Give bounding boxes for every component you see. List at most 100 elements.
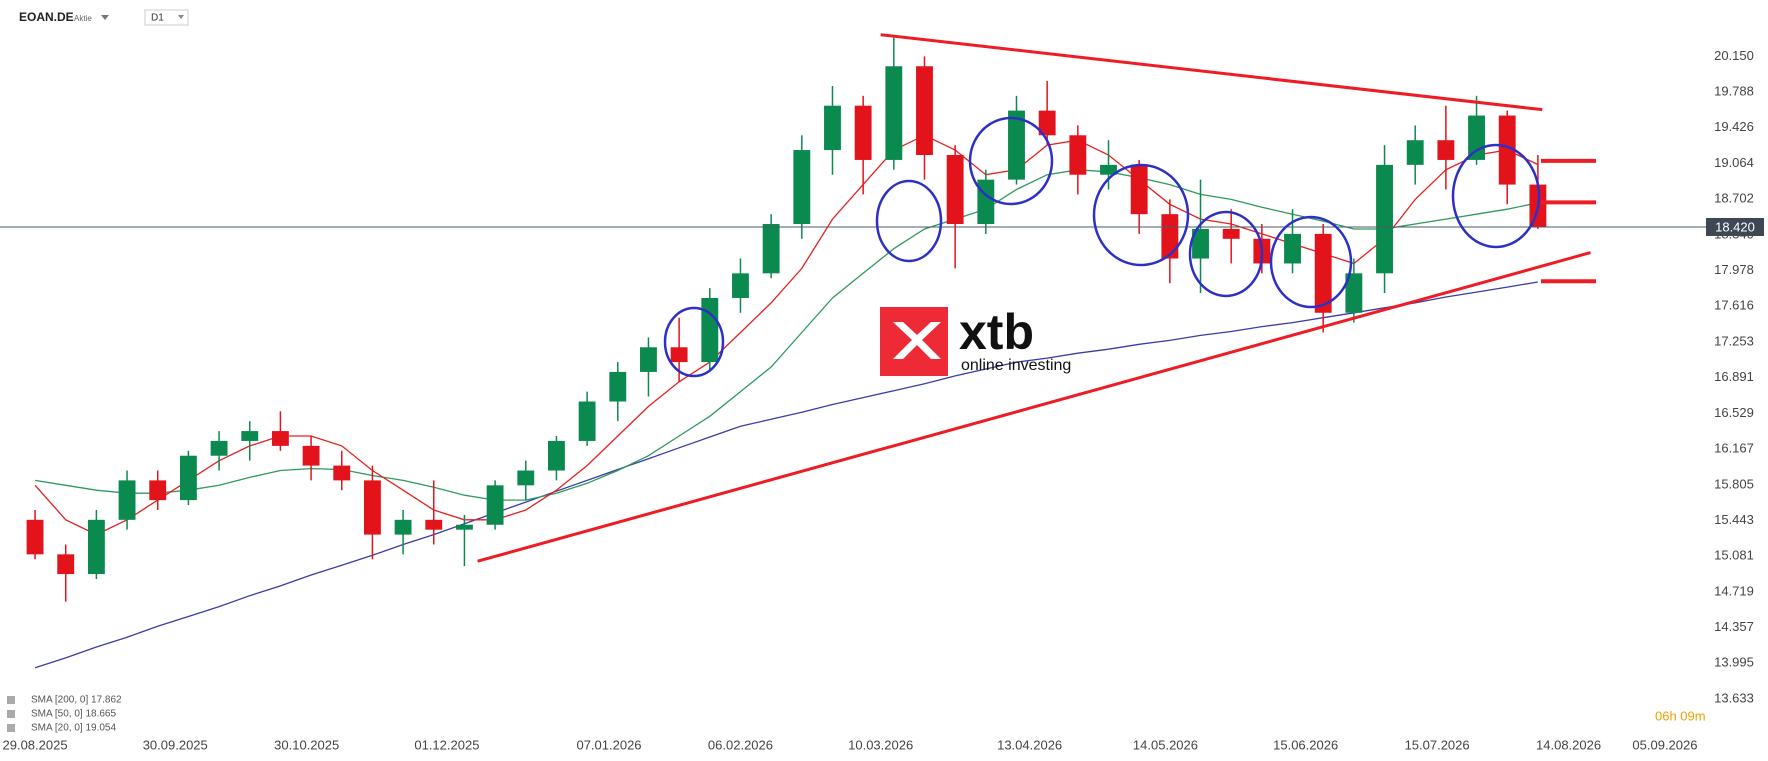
candle-body <box>1192 228 1209 259</box>
candle-body <box>824 105 841 151</box>
circle <box>1451 143 1541 249</box>
candle-body <box>1284 233 1301 264</box>
candle-body <box>885 66 903 160</box>
y-tick-label: 19.064 <box>1714 155 1754 170</box>
interval: D1 <box>151 13 164 24</box>
candle-body <box>548 440 565 471</box>
last-price-tag <box>1706 217 1764 236</box>
candle-body <box>1376 164 1393 274</box>
y-tick-label: 14.719 <box>1714 583 1754 598</box>
y-tick-label: 19.788 <box>1714 84 1754 99</box>
y-tick-label: 13.995 <box>1714 655 1754 670</box>
logo: xtb online investing <box>880 304 1071 376</box>
legend-icon <box>7 696 15 704</box>
trend-line <box>477 251 1591 563</box>
x-tick-label: 14.05.2026 <box>1133 737 1198 752</box>
candle-body <box>732 273 749 298</box>
candle-body <box>1161 214 1179 259</box>
x-tick-label: 30.09.2025 <box>143 737 208 752</box>
legend-entry: SMA [50, 0] 18.665 <box>31 709 116 720</box>
sma-line <box>34 281 1539 669</box>
candle-body <box>57 554 75 575</box>
x-tick-label: 15.06.2026 <box>1273 737 1338 752</box>
circle <box>968 116 1054 206</box>
candle-body <box>271 431 289 446</box>
symbol: EOAN.DE <box>19 10 74 24</box>
y-tick-label: 17.253 <box>1714 333 1754 348</box>
candle-body <box>425 519 443 530</box>
candle-body <box>302 445 320 466</box>
dropdown-arrow[interactable] <box>178 15 184 19</box>
circle <box>1269 215 1353 309</box>
candle-body <box>1314 233 1332 313</box>
candle-body <box>1100 164 1117 175</box>
logo-tagline: online investing <box>961 357 1071 374</box>
candle-body <box>977 179 995 225</box>
candle-body <box>670 347 688 363</box>
legend-entry: SMA [20, 0] 19.054 <box>31 723 116 734</box>
trend-line <box>880 33 1543 112</box>
y-tick-label: 16.891 <box>1714 369 1754 384</box>
candle-body <box>1038 110 1056 136</box>
y-tick-label: 20.150 <box>1714 48 1754 63</box>
y-tick-label: 19.426 <box>1714 119 1754 134</box>
candle-body <box>1222 228 1240 239</box>
y-tick-label: 15.805 <box>1714 476 1754 491</box>
legend-entry: SMA [200, 0] 17.862 <box>31 695 122 706</box>
candle-body <box>1069 135 1087 175</box>
x-tick-label: 10.03.2026 <box>848 737 913 752</box>
candle-body <box>916 66 933 156</box>
y-tick-label: 18.702 <box>1714 191 1754 206</box>
y-tick-label: 16.167 <box>1714 441 1754 456</box>
candle-body <box>118 480 136 520</box>
x-tick-label: 05.09.2026 <box>1632 737 1697 752</box>
candle-body <box>1345 273 1363 313</box>
candle-body <box>1437 140 1455 160</box>
candle-body <box>578 401 596 441</box>
dropdown-arrow[interactable] <box>101 15 109 20</box>
legend-icon <box>7 724 15 732</box>
candle-body <box>1130 164 1148 215</box>
candle-body <box>363 480 381 535</box>
candle-body <box>394 519 412 535</box>
candle-body <box>455 524 473 530</box>
candle-body <box>210 440 228 456</box>
candle-body <box>179 455 197 501</box>
circle <box>875 179 943 263</box>
candle-body <box>946 155 964 225</box>
y-tick-label: 14.357 <box>1714 619 1754 634</box>
highlight-circles <box>663 116 1541 378</box>
logo-brand: xtb <box>959 304 1034 360</box>
candle-body <box>486 485 504 525</box>
plot <box>0 33 1706 669</box>
candle-body <box>1008 110 1025 180</box>
candle-body <box>26 519 44 555</box>
y-tick-label: 15.443 <box>1714 512 1754 527</box>
candle-body <box>149 480 167 501</box>
y-tick-label: 15.081 <box>1714 548 1754 563</box>
legend-icon <box>7 710 15 718</box>
candle-body <box>517 470 535 486</box>
timer: 06h 09m <box>1655 708 1706 723</box>
x-tick-label: 07.01.2026 <box>576 737 641 752</box>
candle-body <box>701 297 719 363</box>
candle-body <box>241 431 259 441</box>
candle-body <box>333 465 351 481</box>
y-tick-label: 13.633 <box>1714 690 1754 705</box>
y-tick-label: 17.978 <box>1714 262 1754 277</box>
interval-select[interactable] <box>144 9 189 26</box>
x-tick-label: 14.08.2026 <box>1536 737 1601 752</box>
candle-body <box>793 150 811 225</box>
candle-body <box>609 371 627 402</box>
x-tick-label: 13.04.2026 <box>997 737 1062 752</box>
y-tick-label: 17.616 <box>1714 298 1754 313</box>
x-tick-label: 15.07.2026 <box>1405 737 1470 752</box>
circle <box>663 306 725 378</box>
candle-body <box>1498 115 1516 185</box>
y-tick-label: 16.529 <box>1714 405 1754 420</box>
circle <box>1092 163 1190 267</box>
candle-body <box>762 224 780 274</box>
circle <box>1188 210 1264 298</box>
